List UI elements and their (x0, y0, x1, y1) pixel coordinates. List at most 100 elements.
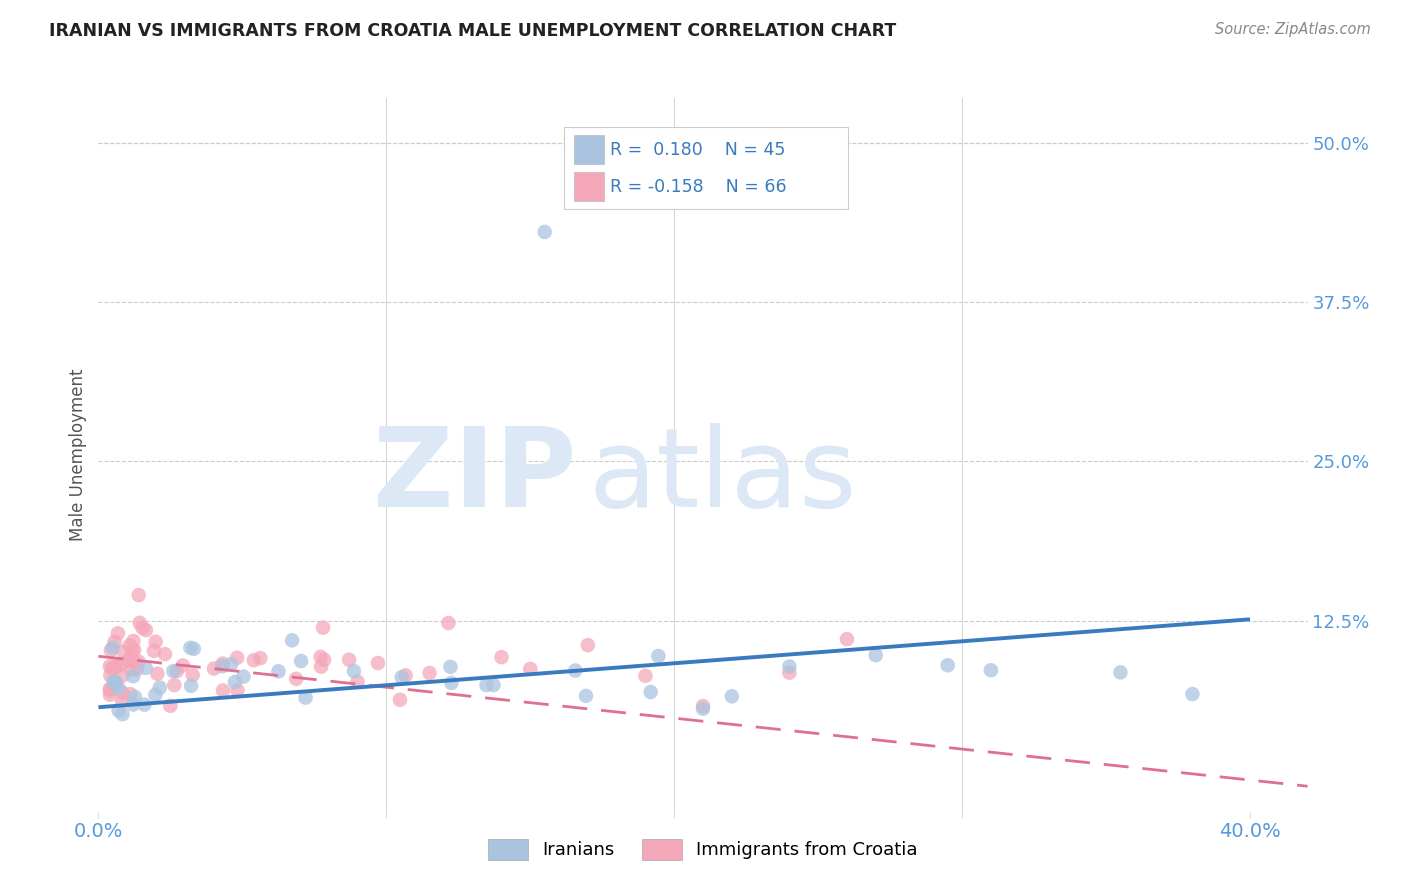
Point (312, 621, 335, 635)
Point (120, 662, 142, 676)
Point (135, 623, 157, 637)
Point (122, 634, 145, 648)
Point (118, 639, 141, 653)
Point (640, 685, 662, 699)
Point (211, 659, 233, 673)
Point (309, 659, 332, 673)
Point (692, 701, 714, 715)
Point (100, 643, 122, 657)
Point (98, 688, 121, 702)
Point (1109, 665, 1132, 680)
Point (153, 647, 176, 661)
Point (337, 653, 360, 667)
Point (166, 664, 188, 678)
Text: R = -0.158    N = 66: R = -0.158 N = 66 (610, 178, 786, 196)
Point (388, 692, 411, 706)
Text: ZIP: ZIP (373, 423, 576, 530)
Point (104, 675, 127, 690)
Point (128, 588, 150, 602)
Point (309, 649, 332, 664)
Point (312, 653, 335, 667)
Point (142, 644, 165, 658)
Point (162, 664, 184, 678)
Point (98, 668, 121, 682)
Point (835, 632, 858, 646)
Point (104, 634, 127, 648)
Point (128, 655, 150, 669)
Point (226, 683, 249, 698)
Point (110, 657, 132, 672)
Point (219, 657, 242, 671)
Point (111, 694, 134, 708)
Point (281, 633, 304, 648)
Point (482, 678, 505, 692)
Point (439, 660, 461, 674)
Point (124, 690, 146, 704)
Point (980, 663, 1002, 677)
Point (285, 672, 308, 686)
Point (131, 621, 153, 635)
Point (576, 638, 599, 652)
Text: R =  0.180    N = 45: R = 0.180 N = 45 (610, 141, 786, 159)
Point (181, 668, 204, 682)
Point (134, 698, 156, 712)
Point (159, 698, 181, 713)
Point (533, 225, 555, 239)
Point (179, 640, 201, 655)
Point (112, 645, 135, 659)
Point (720, 690, 742, 704)
Point (145, 688, 167, 702)
Point (475, 678, 498, 692)
Point (104, 660, 127, 674)
Point (367, 656, 389, 670)
Point (249, 651, 271, 665)
Point (418, 666, 440, 681)
Point (107, 704, 129, 718)
Point (224, 675, 246, 690)
Point (146, 666, 169, 681)
Point (267, 665, 290, 679)
Text: IRANIAN VS IMMIGRANTS FROM CROATIA MALE UNEMPLOYMENT CORRELATION CHART: IRANIAN VS IMMIGRANTS FROM CROATIA MALE … (49, 22, 897, 40)
Point (491, 650, 513, 665)
Point (128, 615, 150, 630)
Point (117, 654, 139, 668)
Legend: Iranians, Immigrants from Croatia: Iranians, Immigrants from Croatia (481, 831, 925, 867)
Point (105, 659, 128, 673)
Point (111, 669, 134, 683)
Point (346, 674, 368, 689)
Point (936, 658, 959, 673)
Point (1181, 687, 1204, 701)
Point (294, 690, 316, 705)
Point (98, 659, 121, 673)
Point (124, 655, 146, 669)
Point (232, 669, 254, 683)
Point (98, 683, 121, 698)
Point (118, 652, 141, 666)
Point (122, 669, 145, 683)
Point (111, 686, 134, 700)
Point (519, 662, 541, 676)
Text: atlas: atlas (588, 423, 856, 530)
Point (172, 658, 194, 673)
Point (103, 675, 125, 690)
Point (564, 664, 586, 678)
Point (101, 640, 124, 655)
Point (437, 615, 460, 630)
Point (202, 661, 225, 675)
Point (108, 681, 131, 696)
Point (778, 665, 800, 680)
Point (692, 698, 714, 713)
Y-axis label: Male Unemployment: Male Unemployment (69, 368, 87, 541)
Point (440, 676, 463, 690)
Point (575, 689, 598, 703)
Point (163, 678, 186, 692)
Point (212, 683, 235, 698)
Point (226, 650, 249, 665)
Text: Source: ZipAtlas.com: Source: ZipAtlas.com (1215, 22, 1371, 37)
Point (391, 670, 413, 684)
Point (124, 643, 146, 657)
Point (111, 707, 134, 722)
Point (180, 679, 202, 693)
Point (865, 648, 887, 663)
Point (98, 681, 121, 696)
